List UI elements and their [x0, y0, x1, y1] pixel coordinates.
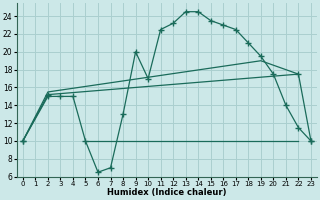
X-axis label: Humidex (Indice chaleur): Humidex (Indice chaleur): [107, 188, 227, 197]
